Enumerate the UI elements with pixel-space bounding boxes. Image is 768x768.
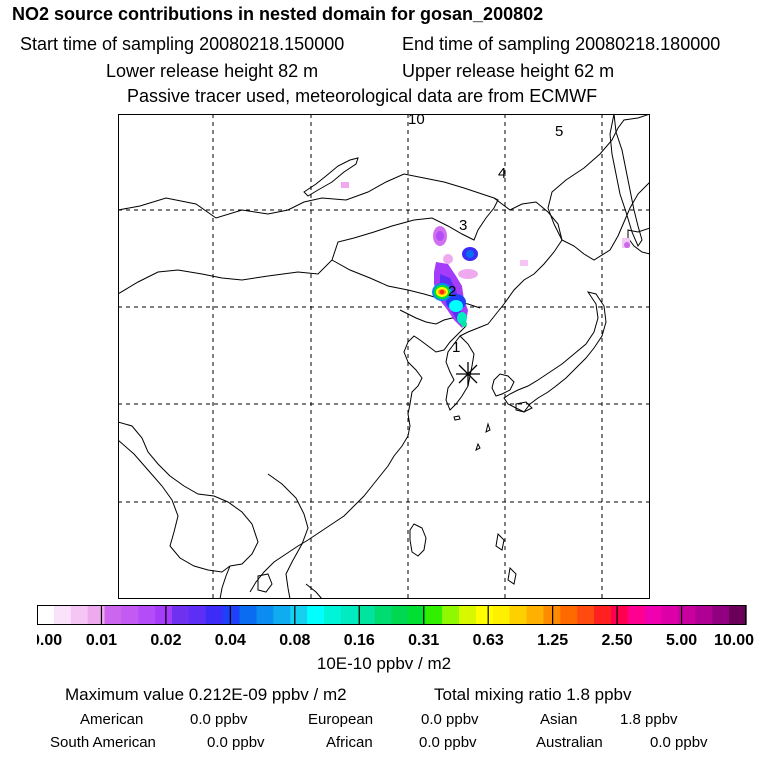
colorbar-cell xyxy=(610,605,629,625)
colorbar-tick-label: 1.25 xyxy=(537,632,568,649)
colorbar-frame xyxy=(37,605,746,625)
colorbar-cell xyxy=(323,605,342,625)
colorbar-cell xyxy=(442,605,460,625)
colorbar-cell xyxy=(425,605,443,625)
colorbar-cell xyxy=(155,605,173,625)
colorbar-cell xyxy=(205,605,224,625)
concentration-field xyxy=(341,182,630,328)
colorbar-cell xyxy=(509,605,528,625)
lower-release-height-label: Lower release height 82 m xyxy=(106,61,319,81)
region-value-european: 0.0 ppbv xyxy=(421,711,479,728)
colorbar-cell xyxy=(87,605,106,625)
colorbar-cell xyxy=(222,605,241,625)
colorbar-cell xyxy=(712,605,730,625)
colorbar-cell xyxy=(391,605,409,625)
colorbar-cell xyxy=(121,605,139,625)
trajectory-label-3: 3 xyxy=(459,217,467,234)
colorbar-cell xyxy=(188,605,207,625)
colorbar-cell xyxy=(492,605,511,625)
colorbar-cell xyxy=(172,605,190,625)
source-contribution-map: 1 2 3 4 5 10 xyxy=(118,114,650,599)
colorbar-cell xyxy=(37,605,55,625)
trajectory-label-5: 5 xyxy=(555,123,563,140)
colorbar-cell xyxy=(627,605,646,625)
colorbar-cell xyxy=(239,605,258,625)
trajectory-labels: 1 2 3 4 5 10 xyxy=(408,114,563,356)
colorbar-tick-label: 0.16 xyxy=(344,632,375,649)
upper-release-height-label: Upper release height 62 m xyxy=(402,61,615,81)
receptor-star-icon xyxy=(456,362,480,386)
region-name-australian: Australian xyxy=(536,734,603,751)
colorbar-cell xyxy=(273,605,291,625)
colorbar-tick-label: 0.00 xyxy=(37,632,62,649)
colorbar-cell xyxy=(459,605,477,625)
colorbar-cell xyxy=(678,605,696,625)
trajectory-label-4: 4 xyxy=(498,165,506,182)
region-value-african: 0.0 ppbv xyxy=(419,734,477,751)
colorbar-ticks: 0.00 0.01 0.02 0.04 0.08 0.16 0.31 0.63 1.25 2.50… xyxy=(37,605,754,649)
colorbar-cell xyxy=(475,605,494,625)
region-name-asian: Asian xyxy=(540,711,578,728)
colorbar: 0.00 0.01 0.02 0.04 0.08 0.16 0.31 0.63 1.25 2.50… xyxy=(37,605,754,649)
region-value-asian: 1.8 ppbv xyxy=(620,711,678,728)
colorbar-tick-label: 0.01 xyxy=(86,632,117,649)
colorbar-cell xyxy=(374,605,393,625)
colorbar-tick-label: 0.31 xyxy=(408,632,439,649)
colorbar-cell xyxy=(340,605,359,625)
colorbar-tick-label: 10.00 xyxy=(714,632,754,649)
colorbar-cell xyxy=(307,605,325,625)
colorbar-cell xyxy=(594,605,612,625)
tracer-info-label: Passive tracer used, meteorological data… xyxy=(127,86,598,106)
total-mixing-ratio-label: Total mixing ratio 1.8 ppbv xyxy=(434,685,632,704)
colorbar-cell xyxy=(644,605,663,625)
start-time-label: Start time of sampling 20080218.150000 xyxy=(20,34,345,54)
colorbar-cell xyxy=(526,605,545,625)
colorbar-cell xyxy=(256,605,274,625)
colorbar-cell xyxy=(577,605,595,625)
maximum-value-label: Maximum value 0.212E-09 ppbv / m2 xyxy=(65,685,347,704)
colorbar-cell xyxy=(560,605,578,625)
colorbar-tick-label: 2.50 xyxy=(602,632,633,649)
chart-title: NO2 source contributions in nested domai… xyxy=(12,4,544,24)
lat-lon-grid xyxy=(118,114,650,599)
region-name-american: American xyxy=(80,711,144,728)
coastlines xyxy=(118,114,650,599)
trajectory-label-2: 2 xyxy=(448,283,456,300)
trajectory-label-1: 1 xyxy=(452,339,460,356)
region-value-australian: 0.0 ppbv xyxy=(650,734,708,751)
colorbar-cell xyxy=(695,605,713,625)
region-value-south-american: 0.0 ppbv xyxy=(207,734,265,751)
colorbar-tick-label: 0.04 xyxy=(215,632,246,649)
region-name-european: European xyxy=(308,711,374,728)
map-frame xyxy=(118,114,650,599)
colorbar-tick-label: 0.02 xyxy=(150,632,181,649)
trajectory-label-10: 10 xyxy=(408,114,425,128)
colorbar-cell xyxy=(104,605,122,625)
colorbar-cell xyxy=(290,605,308,625)
colorbar-cell xyxy=(729,605,747,625)
region-name-south-american: South American xyxy=(50,734,156,751)
colorbar-cell xyxy=(408,605,426,625)
end-time-label: End time of sampling 20080218.180000 xyxy=(402,34,721,54)
colorbar-cells xyxy=(37,605,747,625)
region-name-african: African xyxy=(326,734,373,751)
colorbar-tick-label: 5.00 xyxy=(666,632,697,649)
colorbar-units-label: 10E-10 ppbv / m2 xyxy=(316,654,452,673)
colorbar-cell xyxy=(661,605,680,625)
colorbar-tick-label: 0.08 xyxy=(279,632,310,649)
colorbar-tick-label: 0.63 xyxy=(473,632,504,649)
colorbar-cell xyxy=(70,605,89,625)
colorbar-cell xyxy=(138,605,156,625)
colorbar-cell xyxy=(357,605,376,625)
region-value-american: 0.0 ppbv xyxy=(190,711,248,728)
colorbar-cell xyxy=(53,605,72,625)
